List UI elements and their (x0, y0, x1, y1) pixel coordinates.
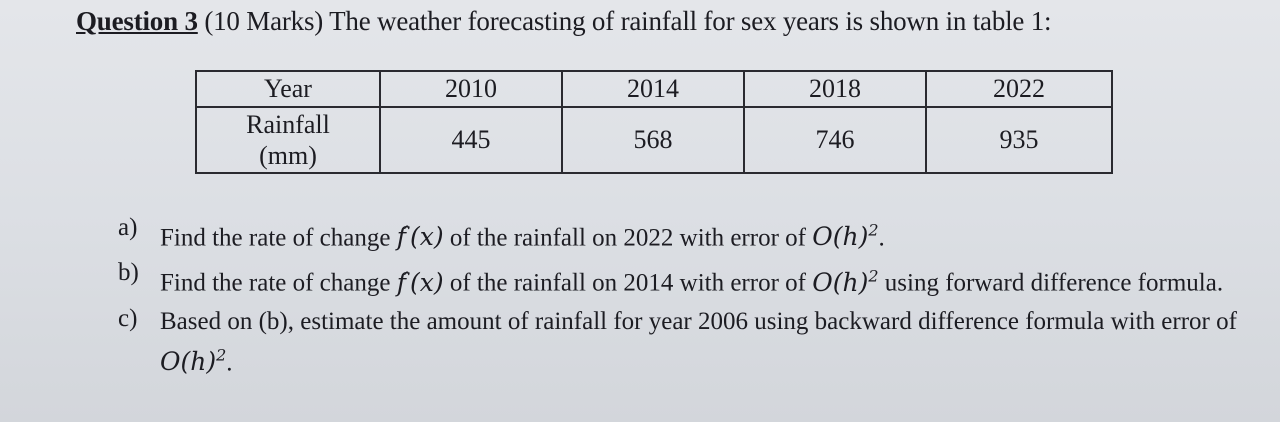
table-header-cell: 2022 (925, 70, 1113, 108)
table-header-cell: 2018 (743, 70, 927, 108)
rainfall-label-cell: Rainfall (mm) (195, 106, 381, 174)
math-exponent: 2 (868, 221, 879, 240)
part-text: Find the rate of change f´(x) of the rai… (160, 214, 1258, 255)
table-row: Year 2010 2014 2018 2022 (195, 70, 1113, 108)
rainfall-table: Year 2010 2014 2018 2022 Rainfall (mm) 4… (195, 70, 1113, 174)
part-text: Based on (b), estimate the amount of rai… (160, 305, 1258, 380)
part-text-segment: of the rainfall on 2022 with error of (443, 224, 813, 252)
math-big-o: O(h) (812, 267, 869, 297)
part-letter: a) (118, 214, 138, 241)
math-arg: (x) (409, 222, 444, 252)
math-exponent: 2 (216, 345, 227, 365)
math-prime: ´ (399, 222, 410, 247)
part-text: Find the rate of change f´(x) of the rai… (160, 259, 1258, 300)
part-b: b) Find the rate of change f´(x) of the … (118, 259, 1258, 300)
table-header-cell: 2010 (379, 70, 563, 108)
question-label: Question 3 (76, 6, 198, 36)
derivative-expression: f´(x) (397, 222, 444, 251)
math-f: f (396, 267, 406, 297)
math-f: f (396, 222, 406, 252)
table-header-cell: 2014 (561, 70, 745, 108)
question-heading: Question 3 (10 Marks) The weather foreca… (76, 6, 1052, 37)
table-header-cell: Year (195, 70, 381, 108)
table-cell: 568 (561, 106, 745, 174)
part-a: a) Find the rate of change f´(x) of the … (118, 214, 1258, 255)
derivative-expression: f´(x) (397, 268, 444, 297)
table-cell: 935 (925, 106, 1113, 174)
question-text: (10 Marks) The weather forecasting of ra… (197, 6, 1052, 36)
error-order-expression: O(h)2 (812, 266, 879, 297)
table-row: Rainfall (mm) 445 568 746 935 (195, 106, 1113, 174)
table-cell: 445 (379, 106, 563, 174)
part-text-segment: . (226, 348, 233, 376)
error-order-expression: O(h)2 (812, 221, 879, 252)
math-prime: ´ (399, 267, 410, 292)
part-letter: b) (118, 259, 139, 287)
part-letter: c) (118, 304, 138, 332)
part-text-segment: Based on (b), estimate the amount of rai… (160, 307, 1237, 335)
math-arg: (x) (409, 267, 444, 297)
rainfall-label-line1: Rainfall (246, 110, 330, 139)
part-text-segment: Find the rate of change (160, 224, 397, 252)
table-cell: 746 (743, 106, 927, 174)
question-parts: a) Find the rate of change f´(x) of the … (118, 214, 1258, 384)
part-text-segment: using forward difference formula. (878, 269, 1224, 297)
rainfall-label-line2: (mm) (259, 141, 317, 170)
math-exponent: 2 (868, 266, 879, 286)
error-order-expression: O(h)2 (160, 345, 227, 376)
part-text-segment: Find the rate of change (160, 269, 397, 297)
part-c: c) Based on (b), estimate the amount of … (118, 305, 1258, 380)
math-big-o: O(h) (160, 346, 217, 376)
math-big-o: O(h) (812, 222, 869, 252)
part-text-segment: of the rainfall on 2014 with error of (443, 269, 813, 297)
part-text-segment: . (878, 224, 885, 252)
